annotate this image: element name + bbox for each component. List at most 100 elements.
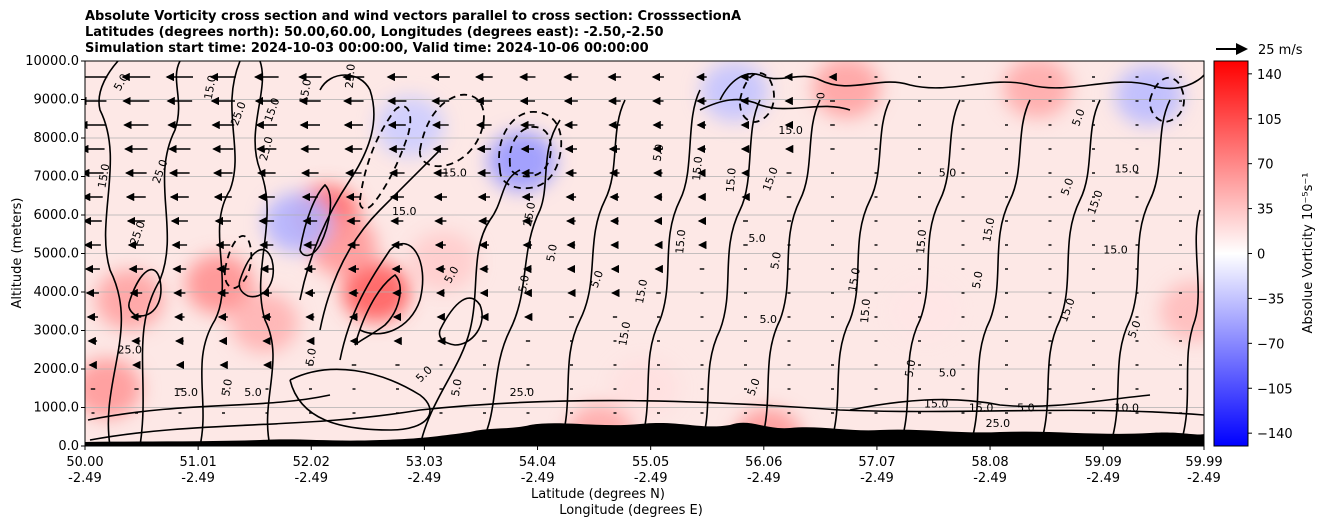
y-tick-label: 4000.0 [34,285,80,300]
contour-label: 15.0 [174,386,199,399]
colorbar-tick-label: 0 [1257,248,1265,263]
colorbar-tick-label: −140 [1257,427,1293,442]
contour-label: 15.0 [616,321,633,347]
x-tick-label-lat: 59.99 [1185,455,1222,470]
contour-line [289,368,431,431]
contour-line [128,268,162,317]
x-tick-label-lat: 51.01 [180,455,217,470]
contour-label: 5.0 [903,359,919,378]
x-axis-ticks: 50.00-2.4951.01-2.4952.02-2.4953.03-2.49… [66,446,1223,486]
chart-title-line-1: Absolute Vorticity cross section and win… [85,9,741,24]
contour-line [1179,209,1201,446]
plot-area: 15.05.025.015.025.0 15.025.015.025.025.02… [85,61,1204,446]
contour-line [299,183,332,257]
x-tick-label-lat: 50.00 [66,455,103,470]
contour-label: 15.0 [1114,163,1139,176]
vorticity-cell [85,358,142,419]
x-tick-label-lon: -2.49 [521,471,555,486]
contour-label: 15.0 [858,298,873,324]
contour-line [419,169,521,446]
x-tick-label-lon: -2.49 [68,471,102,486]
contour-label: 5.0 [1126,319,1144,340]
contour-label: 5.0 [748,232,766,245]
vorticity-cell [230,292,299,353]
contour-label: 5.0 [768,251,784,270]
y-tick-label: 5000.0 [34,247,80,262]
contour-label: 25.0 [986,417,1011,430]
contour-line [254,61,274,446]
y-tick-label: 9000.0 [34,93,80,108]
y-tick-label: 3000.0 [34,324,80,339]
contour-label: 5.0 [588,269,606,290]
colorbar-tick-label: −35 [1257,292,1284,307]
contour-label: 25.0 [510,386,535,399]
contour-label: 15.0 [924,398,949,411]
contour-label: 15.0 [914,229,929,255]
x-tick-label-lon: -2.49 [408,471,442,486]
vorticity-cell [375,96,444,157]
x-tick-label-lon: -2.49 [860,471,894,486]
vorticity-cell [1115,65,1184,126]
contour-label: 15.0 [673,229,688,255]
contour-line [969,99,1031,446]
contour-label: 5.0 [760,313,778,326]
x-tick-label-lon: -2.49 [634,471,668,486]
x-tick-label-lon: -2.49 [294,471,328,486]
contour-label: 15.0 [1103,244,1128,257]
colorbar-gradient [1213,60,1249,447]
contour-line [719,73,1204,101]
quiver-key: 25 m/s [1216,43,1303,58]
vorticity-cell [1003,61,1072,118]
x-tick-label-lat: 58.08 [971,455,1008,470]
colorbar-tick-label: −105 [1257,382,1293,397]
colorbar-label: Absolue Vorticity 10⁻⁵s⁻¹ [1301,173,1316,334]
contour-line [639,89,701,446]
colorbar-tick-label: 35 [1257,203,1274,218]
negative-contour-line [1149,76,1185,123]
x-tick-label-lat: 56.06 [745,455,782,470]
contour-line [319,149,441,331]
x-tick-label-lat: 59.09 [1085,455,1122,470]
vorticity-cell [611,358,680,419]
contour-label: 15.0 [980,217,997,243]
x-tick-label-lon: -2.49 [181,471,215,486]
contour-label: 15.0 [95,163,112,189]
y-tick-label: 0.0 [58,439,79,454]
chart-title-line-2: Latitudes (degrees north): 50.00,60.00, … [85,25,664,40]
colorbar: 140 105 70 35 0 −35 −70 −105 −140 Absolue Vortic… [1213,60,1316,447]
y-axis-ticks: 0.0 1000.0 2000.0 3000.0 4000.0 5000.0 6000.0 7… [25,54,85,454]
contour-line [139,61,181,446]
contour-label: 10.0 [1114,401,1139,414]
x-tick-label-lat: 57.07 [858,455,895,470]
quiver-key-label: 25 m/s [1258,43,1303,58]
contour-label: 5.0 [939,367,957,380]
x-tick-label-lat: 54.04 [519,455,556,470]
negative-contour-line [498,111,563,190]
wind-vectors [85,72,1182,414]
terrain [85,422,1204,446]
negative-contour-line [223,235,253,289]
colorbar-ticks: 140 105 70 35 0 −35 −70 −105 −140 [1248,68,1293,442]
colorbar-tick-label: 105 [1257,113,1282,128]
y-tick-label: 7000.0 [34,170,80,185]
colorbar-tick-label: 140 [1257,68,1282,83]
contour-line [899,99,961,446]
negative-contour-line [359,105,412,210]
x-tick-label-lon: -2.49 [1086,471,1120,486]
y-axis-label: Altitude (meters) [10,198,25,309]
x-axis-label-longitude: Longitude (degrees E) [559,503,703,518]
contour-label: 0 [814,92,827,99]
contour-label: 15.0 [392,205,417,218]
chart-title-line-3: Simulation start time: 2024-10-03 00:00:… [85,41,649,56]
contour-line [1039,99,1101,446]
contour-line [759,99,821,446]
negative-contour-line [508,126,552,178]
contour-line [699,98,851,111]
contour-label: 5.0 [244,386,262,399]
x-tick-label-lat: 53.03 [406,455,443,470]
y-tick-label: 6000.0 [34,208,80,223]
x-tick-label-lon: -2.49 [973,471,1007,486]
contour-label: 15.0 [690,156,705,182]
contour-line [339,243,424,361]
grid-lines [85,61,1204,446]
